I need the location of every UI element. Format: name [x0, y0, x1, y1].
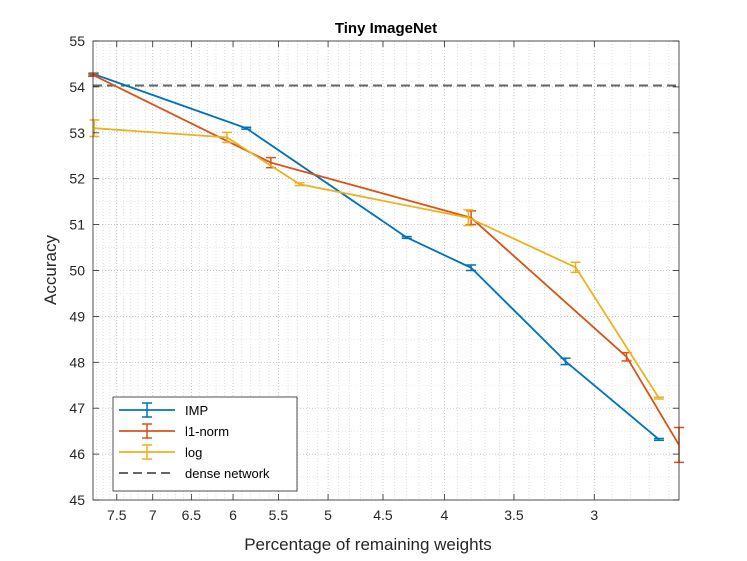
legend-entry-dense-network: dense network — [119, 466, 270, 481]
chart-title: Tiny ImageNet — [335, 20, 437, 37]
error-bar-log — [222, 131, 233, 144]
y-axis: 45 46 47 48 49 50 51 52 53 54 55 — [69, 33, 679, 508]
x-tick-label: 3.5 — [504, 507, 524, 523]
legend-entry-imp: IMP — [119, 402, 208, 418]
x-tick-label: 7 — [149, 507, 157, 523]
error-bar-imp — [653, 437, 664, 442]
x-tick-label: 4.5 — [373, 507, 393, 523]
legend-label: log — [185, 445, 202, 460]
legend-entry-log: log — [119, 444, 202, 460]
y-tick-label: 50 — [69, 263, 85, 279]
error-bar-log — [294, 182, 305, 187]
x-tick-label: 4 — [440, 507, 448, 523]
legend-label: IMP — [185, 403, 208, 418]
x-axis: 7.5 7 6.5 6 5.5 5 4.5 4 3.5 3 — [107, 41, 598, 523]
y-tick-label: 45 — [69, 492, 85, 508]
x-tick-label: 5 — [324, 507, 332, 523]
y-axis-label: Accuracy — [41, 235, 60, 305]
error-bar-imp — [241, 126, 252, 130]
x-tick-label: 5.5 — [269, 507, 289, 523]
y-tick-label: 47 — [69, 400, 85, 416]
legend: IMP l1-norm log dense network — [112, 396, 298, 492]
legend-box — [112, 396, 298, 492]
x-tick-label: 6.5 — [182, 507, 202, 523]
y-tick-label: 48 — [69, 354, 85, 370]
error-bar-imp — [401, 235, 412, 240]
series-line-log — [94, 127, 660, 399]
y-tick-label: 46 — [69, 446, 85, 462]
error-bar-log — [89, 119, 100, 138]
error-bar-log — [570, 261, 581, 274]
y-tick-label: 55 — [69, 33, 85, 49]
y-tick-label: 49 — [69, 308, 85, 324]
x-tick-label: 3 — [590, 507, 598, 523]
legend-entry-l1-norm: l1-norm — [119, 423, 229, 439]
y-tick-label: 53 — [69, 125, 85, 141]
x-tick-label: 6 — [229, 507, 237, 523]
y-tick-label: 54 — [69, 79, 85, 95]
error-bar-log — [463, 209, 474, 227]
y-tick-label: 52 — [69, 171, 85, 187]
y-tick-label: 51 — [69, 217, 85, 233]
legend-label: l1-norm — [185, 424, 229, 439]
x-axis-label: Percentage of remaining weights — [244, 535, 492, 554]
error-bar-imp — [466, 264, 477, 272]
x-tick-label: 7.5 — [107, 507, 127, 523]
error-bar-log — [653, 396, 664, 400]
error-bar-imp — [560, 357, 571, 366]
legend-label: dense network — [185, 466, 270, 481]
series-line-imp — [93, 73, 660, 441]
